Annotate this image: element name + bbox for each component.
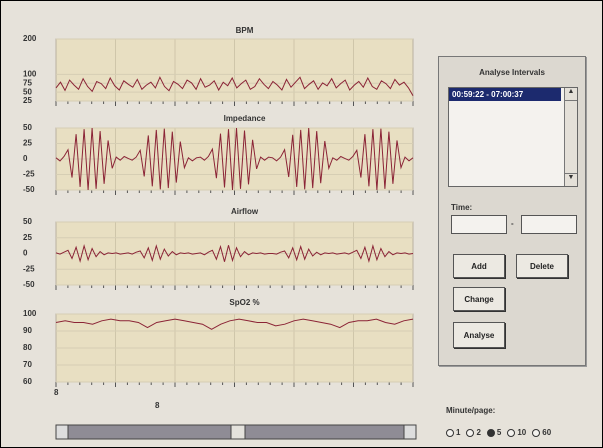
y-tick-label: 0 (23, 154, 28, 163)
radio-circle[interactable] (446, 429, 454, 437)
y-tick-label: 0 (23, 249, 28, 258)
delete-button[interactable]: Delete (516, 254, 568, 278)
scroll-thumb[interactable] (231, 425, 245, 439)
time-start-input[interactable] (451, 215, 507, 234)
y-tick-label: -25 (23, 170, 35, 179)
time-label: Time: (451, 203, 472, 212)
scroll-up[interactable]: ▲ (565, 88, 577, 101)
interval-list: 00:59:22 - 07:00:37 ▲ ▼ (448, 87, 578, 187)
radio-label: 2 (476, 428, 480, 437)
time-end-input[interactable] (521, 215, 577, 234)
interval-item[interactable]: 00:59:22 - 07:00:37 (449, 88, 561, 101)
scroll-left[interactable] (56, 425, 68, 439)
scroll-right[interactable] (404, 425, 416, 439)
y-tick-label: 100 (23, 309, 37, 318)
y-tick-label: 90 (23, 326, 32, 335)
radio-label: 10 (517, 428, 526, 437)
y-tick-label: 50 (23, 87, 32, 96)
y-tick-label: 25 (23, 233, 32, 242)
y-tick-label: 75 (23, 78, 32, 87)
y-tick-label: 50 (23, 123, 32, 132)
y-tick-label: 50 (23, 217, 32, 226)
panel-title: Impedance (224, 114, 266, 123)
radio-label: 5 (497, 428, 501, 437)
radio-circle[interactable] (466, 429, 474, 437)
radio-label: 60 (542, 428, 551, 437)
y-tick-label: -50 (23, 185, 35, 194)
analyse-button[interactable]: Analyse (453, 322, 505, 348)
panel-title: SpO2 % (229, 298, 259, 307)
radio-option[interactable]: 60 (532, 428, 551, 437)
y-tick-label: 200 (23, 34, 37, 43)
y-tick-label: 80 (23, 343, 32, 352)
panel-title: BPM (236, 26, 254, 35)
radio-circle[interactable] (532, 429, 540, 437)
radio-circle[interactable] (487, 429, 495, 437)
y-tick-label: 60 (23, 377, 32, 386)
radio-option[interactable]: 1 (446, 428, 460, 437)
scroll-down[interactable]: ▼ (565, 173, 577, 186)
time-separator: - (511, 219, 514, 228)
radio-option[interactable]: 10 (507, 428, 526, 437)
app-window: BPM200100755025Impedance50250-25-50Airfl… (0, 0, 603, 448)
y-tick-label: -25 (23, 264, 35, 273)
y-tick-label: -50 (23, 280, 35, 289)
panel-title: Analyse Intervals (439, 68, 585, 77)
add-button[interactable]: Add (453, 254, 505, 278)
x-axis-label: 8 (54, 388, 59, 397)
minute-page-options: 1 2 5 10 60 (446, 428, 551, 437)
intervals-panel: Analyse Intervals 00:59:22 - 07:00:37 ▲ … (438, 56, 586, 366)
change-button[interactable]: Change (453, 287, 505, 311)
radio-label: 1 (456, 428, 460, 437)
radio-option[interactable]: 2 (466, 428, 480, 437)
minute-page-label: Minute/page: (446, 406, 495, 415)
y-tick-label: 25 (23, 139, 32, 148)
panel-title: Airflow (231, 207, 259, 216)
list-scrollbar[interactable]: ▲ ▼ (564, 88, 577, 186)
y-tick-label: 100 (23, 70, 37, 79)
x-axis-label: 8 (155, 401, 160, 410)
radio-option[interactable]: 5 (487, 428, 501, 437)
radio-circle[interactable] (507, 429, 515, 437)
y-tick-label: 70 (23, 360, 32, 369)
y-tick-label: 25 (23, 96, 32, 105)
